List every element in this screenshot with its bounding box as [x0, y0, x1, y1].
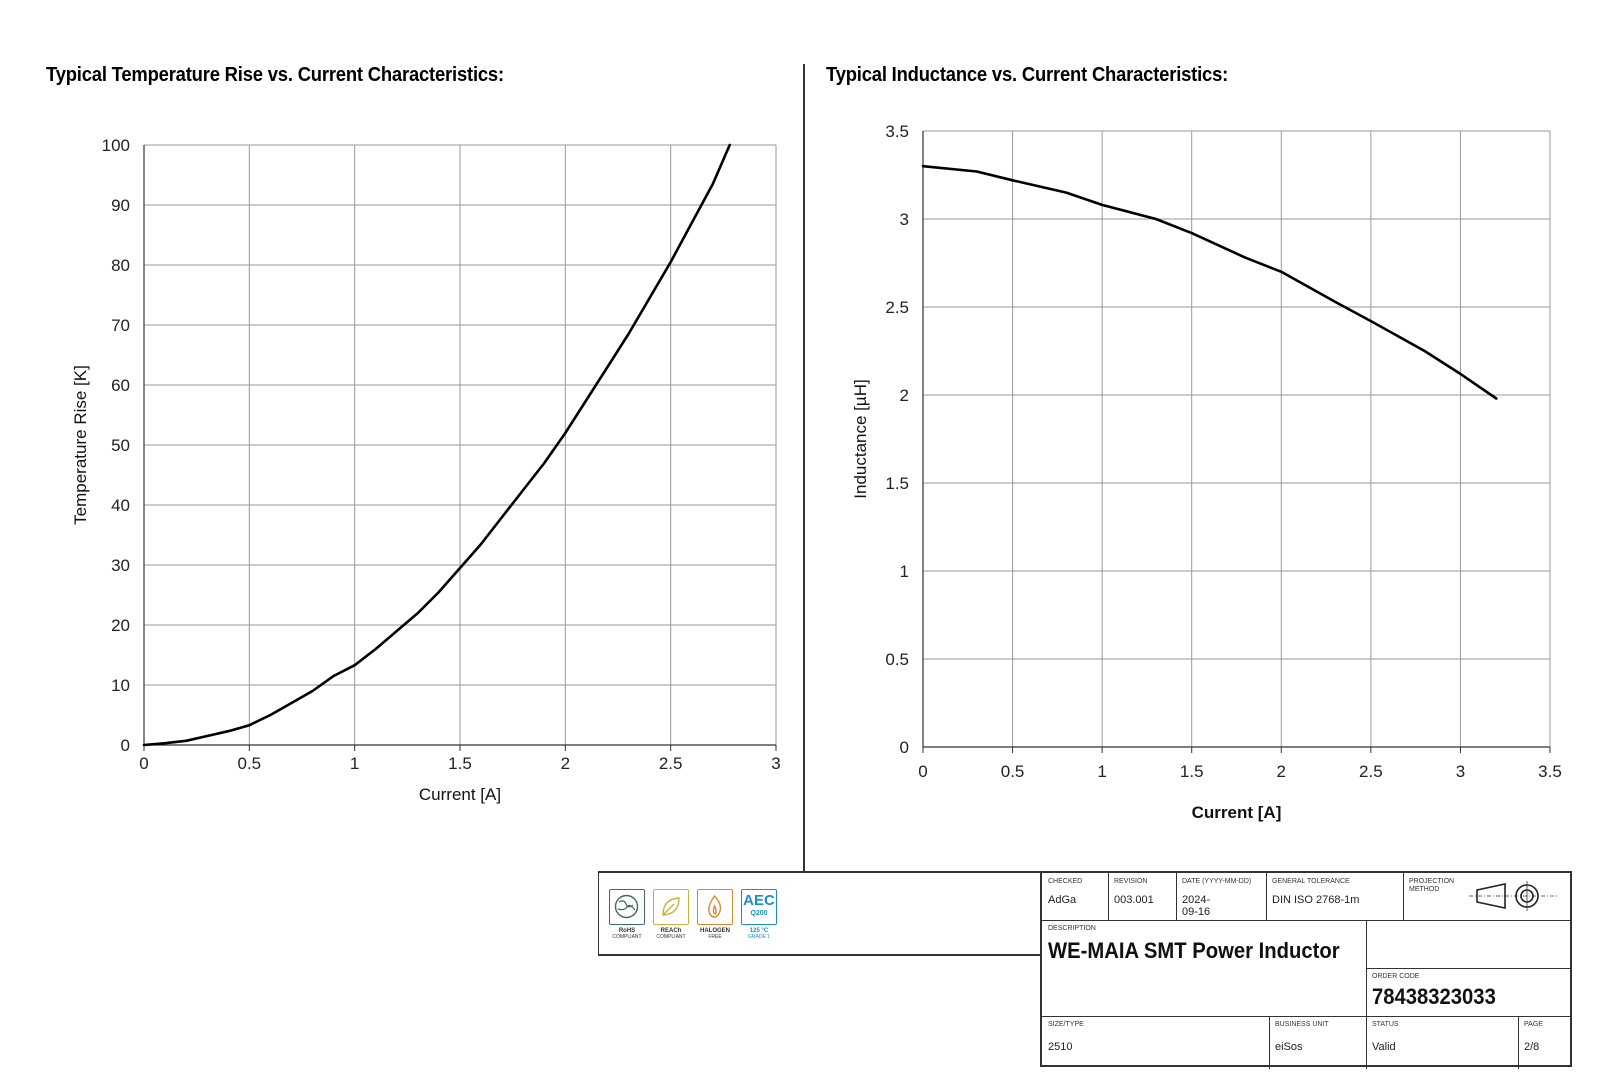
compliance-badges-panel: RoHS COMPLIANT REACh COMPLIANT HALOGEN FREE AE… — [598, 871, 1041, 956]
badge-caption: 125 °C GRADE 1 — [736, 928, 782, 940]
ind-ytick-label-2: 1 — [900, 562, 909, 581]
temp-ytick-label-3: 30 — [111, 556, 130, 575]
ind-ytick-label-7: 3.5 — [885, 122, 909, 141]
date-label: DATE (YYYY-MM-DD) — [1182, 878, 1252, 885]
temp-ytick-label-9: 90 — [111, 196, 130, 215]
badge-halogen-icon — [697, 889, 733, 925]
ind-ytick-label-4: 2 — [900, 386, 909, 405]
ind-ytick-label-3: 1.5 — [885, 474, 909, 493]
temp-xtick-label-0: 0 — [139, 754, 148, 773]
size-label: SIZE/TYPE — [1048, 1021, 1084, 1028]
ind-xlabel: Current [A] — [1192, 803, 1282, 822]
temp-ytick-label-6: 60 — [111, 376, 130, 395]
chart-title-inductance: Typical Inductance vs. Current Character… — [826, 64, 1229, 86]
temp-xtick-label-4: 2 — [561, 754, 570, 773]
badge-reach-icon — [653, 889, 689, 925]
order-code-value: 78438323033 — [1372, 984, 1496, 1009]
badge-glyph-icon — [662, 897, 680, 916]
badge-sub: COMPLIANT — [612, 934, 642, 940]
badge-name: RoHS — [618, 928, 636, 934]
temp-ylabel: Temperature Rise [K] — [71, 365, 90, 525]
order-code-label: ORDER CODE — [1372, 973, 1420, 980]
temp-xtick-label-5: 2.5 — [659, 754, 683, 773]
temp-ytick-label-4: 40 — [111, 496, 130, 515]
chart-title-temperature: Typical Temperature Rise vs. Current Cha… — [46, 64, 504, 86]
ind-xtick-label-5: 2.5 — [1359, 762, 1383, 781]
aec-text: AEC — [743, 892, 775, 909]
tolerance-label: GENERAL TOLERANCE — [1272, 878, 1350, 885]
ind-xtick-label-0: 0 — [918, 762, 927, 781]
temp-ytick-label-8: 80 — [111, 256, 130, 275]
ind-xtick-label-4: 2 — [1277, 762, 1286, 781]
description-label: DESCRIPTION — [1048, 925, 1096, 932]
temp-xlabel: Current [A] — [419, 785, 501, 804]
aec-sub-text: Q200 — [750, 910, 768, 917]
tolerance-value: DIN ISO 2768-1m — [1272, 894, 1360, 906]
size-value: 2510 — [1048, 1041, 1073, 1053]
badge-sub: COMPLIANT — [656, 934, 686, 940]
temp-xtick-label-6: 3 — [771, 754, 780, 773]
badge-rohs-icon — [609, 889, 645, 925]
badge-sub: FREE — [708, 934, 722, 940]
ind-xtick-label-1: 0.5 — [1001, 762, 1025, 781]
ind-xtick-label-6: 3 — [1456, 762, 1465, 781]
checked-value: AdGa — [1048, 894, 1077, 906]
ind-ytick-label-0: 0 — [900, 738, 909, 757]
badge-caption: HALOGEN FREE — [692, 928, 738, 940]
business-unit-label: BUSINESS UNIT — [1275, 1021, 1329, 1028]
temp-ytick-label-1: 10 — [111, 676, 130, 695]
business-unit-value: eiSos — [1275, 1041, 1303, 1053]
ind-ytick-label-5: 2.5 — [885, 298, 909, 317]
temp-ytick-label-7: 70 — [111, 316, 130, 335]
badge-glyph-icon — [614, 894, 639, 919]
projection-label: PROJECTION METHOD — [1409, 878, 1455, 893]
ind-xtick-label-2: 1 — [1097, 762, 1106, 781]
temp-series-line-0 — [142, 143, 732, 747]
projection-method-icon — [1469, 881, 1557, 911]
status-label: STATUS — [1372, 1021, 1399, 1028]
ind-ytick-label-1: 0.5 — [885, 650, 909, 669]
title-block: CHECKED AdGa REVISION 003.001 DATE (YYYY… — [1040, 871, 1572, 1069]
page-label: PAGE — [1524, 1021, 1543, 1028]
checked-label: CHECKED — [1048, 878, 1083, 885]
revision-label: REVISION — [1114, 878, 1148, 885]
ind-ytick-label-6: 3 — [900, 210, 909, 229]
ind-ylabel: Inductance [µH] — [851, 379, 870, 498]
revision-value: 003.001 — [1114, 894, 1154, 906]
badge-name: HALOGEN — [700, 928, 730, 934]
ind-xtick-label-7: 3.5 — [1538, 762, 1562, 781]
temp-xtick-label-2: 1 — [350, 754, 359, 773]
order-code-cell: ORDER CODE 78438323033 — [1366, 968, 1570, 1016]
ind-xtick-label-3: 1.5 — [1180, 762, 1204, 781]
badge-name: 125 °C — [749, 928, 769, 934]
temp-ytick-label-5: 50 — [111, 436, 130, 455]
temp-xtick-label-3: 1.5 — [448, 754, 472, 773]
badge-caption: REACh COMPLIANT — [648, 928, 694, 940]
ind-series-line-0 — [921, 164, 1498, 400]
date-value: 2024-09-16 — [1182, 894, 1211, 918]
temp-ytick-label-0: 0 — [121, 736, 130, 755]
temp-xtick-label-1: 0.5 — [238, 754, 262, 773]
status-value: Valid — [1372, 1041, 1396, 1053]
page-value: 2/8 — [1524, 1041, 1540, 1053]
description-value: WE-MAIA SMT Power Inductor — [1048, 938, 1340, 963]
badge-name: REACh — [660, 928, 682, 934]
temp-ytick-label-2: 20 — [111, 616, 130, 635]
page-divider — [803, 64, 805, 872]
badge-125-c-icon: AEC Q200 — [741, 889, 777, 925]
badge-glyph-icon — [708, 894, 722, 918]
temp-ytick-label-10: 100 — [102, 136, 130, 155]
badge-caption: RoHS COMPLIANT — [604, 928, 650, 940]
description-cell: DESCRIPTION WE-MAIA SMT Power Inductor — [1042, 920, 1366, 1016]
projection-cell: PROJECTION METHOD — [1403, 873, 1570, 920]
badge-sub: GRADE 1 — [748, 934, 770, 940]
